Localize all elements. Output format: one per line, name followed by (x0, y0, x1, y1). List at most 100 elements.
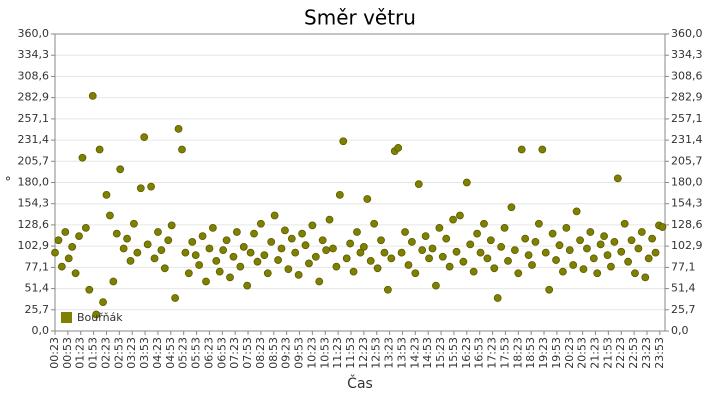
y-tick-label: 231,4 (18, 133, 50, 146)
x-tick-label: 17:53 (498, 337, 511, 369)
point (469, 267, 478, 276)
point (178, 145, 186, 154)
point (562, 223, 571, 232)
point (92, 310, 101, 319)
point (414, 180, 423, 189)
legend-label: Bouřňák (77, 311, 123, 324)
point (586, 228, 595, 236)
point (596, 240, 605, 249)
point (349, 267, 358, 276)
point (112, 229, 121, 238)
y2-tick-label: 180,0 (671, 176, 703, 189)
point (239, 242, 248, 251)
y-tick-label: 308,6 (18, 69, 50, 82)
point (57, 262, 66, 271)
point (119, 244, 128, 253)
point (126, 256, 135, 265)
point (572, 207, 581, 216)
x-tick-label: 12:53 (370, 337, 383, 369)
y-tick-label: 77,1 (25, 260, 50, 273)
point (75, 232, 83, 241)
point (315, 277, 324, 286)
point (370, 219, 379, 228)
x-tick-label: 01:53 (87, 337, 100, 369)
point (363, 195, 372, 203)
y2-tick-label: 128,6 (671, 218, 703, 231)
point (576, 236, 584, 245)
point (301, 241, 310, 250)
point (212, 256, 221, 265)
x-tick-label: 13:53 (395, 337, 408, 369)
point (181, 248, 190, 257)
x-tick-label: 08:23 (254, 337, 267, 369)
point (631, 269, 639, 278)
point (459, 257, 468, 266)
point (500, 223, 509, 232)
legend-swatch (61, 312, 72, 323)
x-tick-label: 16:23 (460, 337, 473, 369)
y2-tick-label: 282,9 (671, 91, 703, 104)
x-tick-label: 22:53 (627, 337, 640, 369)
point (366, 256, 375, 265)
x-tick-label: 05:53 (190, 337, 203, 369)
point (147, 182, 155, 191)
point (624, 257, 633, 266)
point (435, 223, 444, 232)
point (438, 252, 447, 261)
point (510, 246, 519, 255)
point (610, 237, 619, 246)
point (136, 184, 145, 193)
x-tick-label: 00:23 (48, 337, 61, 369)
point (548, 229, 557, 238)
x-tick-label: 00:53 (61, 337, 74, 369)
point (538, 145, 547, 154)
point (160, 264, 169, 273)
point (342, 254, 351, 263)
point (191, 251, 200, 260)
point (380, 248, 389, 257)
point (545, 285, 554, 294)
x-tick-label: 06:53 (215, 337, 228, 369)
point (641, 273, 650, 282)
point (51, 248, 59, 257)
point (305, 259, 313, 268)
y2-tick-label: 51,4 (671, 282, 696, 295)
y2-tick-label: 102,9 (671, 239, 703, 252)
point (246, 248, 255, 257)
chart-title: Směr větru (304, 6, 416, 30)
point (335, 190, 344, 199)
point (559, 267, 567, 276)
point (184, 269, 193, 278)
point (397, 248, 406, 257)
point (174, 124, 183, 133)
point (600, 232, 608, 241)
point (517, 145, 526, 154)
x-tick-label: 17:23 (486, 337, 499, 369)
point (603, 251, 612, 260)
x-tick-label: 03:53 (138, 337, 151, 369)
point (418, 246, 427, 255)
point (322, 246, 331, 255)
point (648, 234, 657, 243)
point (401, 228, 409, 236)
x-tick-label: 10:23 (305, 337, 318, 369)
x-tick-label: 08:53 (267, 337, 280, 369)
point (613, 174, 622, 183)
point (195, 261, 204, 269)
point (483, 254, 492, 263)
x-tick-label: 16:53 (473, 337, 486, 369)
point (541, 248, 550, 257)
point (215, 267, 224, 276)
point (507, 203, 516, 212)
point (68, 242, 77, 251)
point (359, 242, 368, 251)
point (637, 228, 646, 236)
y-tick-label: 205,7 (18, 154, 50, 167)
x-tick-label: 23:53 (653, 337, 666, 369)
point (281, 226, 289, 235)
point (514, 269, 523, 278)
point (353, 228, 361, 236)
point (123, 234, 131, 243)
